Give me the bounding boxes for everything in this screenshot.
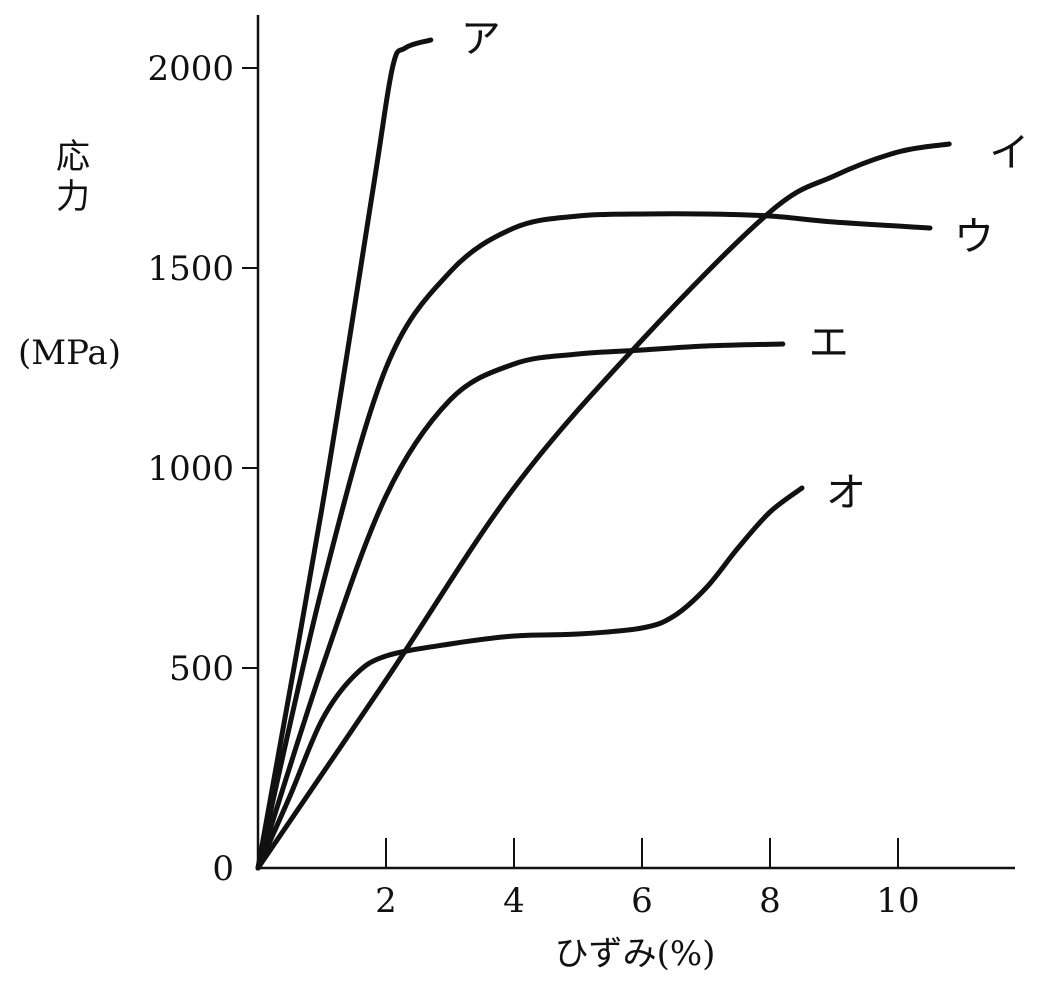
x-tick-label: 2 xyxy=(375,881,397,921)
series-line-4 xyxy=(255,341,786,871)
x-ticks: 2 4 6 8 10 xyxy=(375,838,920,921)
y-tick-label: 500 xyxy=(169,649,234,689)
x-axis-title: ひずみ(%) xyxy=(555,934,716,974)
y-axis-title-char-1: 応 xyxy=(56,137,90,177)
series-layer xyxy=(255,37,952,871)
x-tick-label: 10 xyxy=(876,881,919,921)
series-line-1 xyxy=(255,37,434,871)
y-tick-label: 1500 xyxy=(147,249,234,289)
x-tick-label: 6 xyxy=(631,881,653,921)
series-label-5: オ xyxy=(826,470,866,516)
y-tick-label: 0 xyxy=(212,849,234,889)
x-tick-label: 8 xyxy=(759,881,781,921)
series-line-3 xyxy=(255,211,933,871)
y-axis-unit: (MPa) xyxy=(18,333,121,373)
y-ticks: 0 500 1000 1500 2000 xyxy=(147,49,258,889)
x-tick-label: 4 xyxy=(503,881,525,921)
y-tick-label: 2000 xyxy=(147,49,234,89)
series-label-2: イ xyxy=(989,130,1029,176)
series-label-4: エ xyxy=(809,320,849,366)
series-line-5 xyxy=(255,485,805,871)
series-label-3: ウ xyxy=(954,214,994,260)
series-label-1: ア xyxy=(461,16,501,62)
y-axis-title-char-2: 力 xyxy=(56,177,90,217)
y-tick-label: 1000 xyxy=(147,449,234,489)
